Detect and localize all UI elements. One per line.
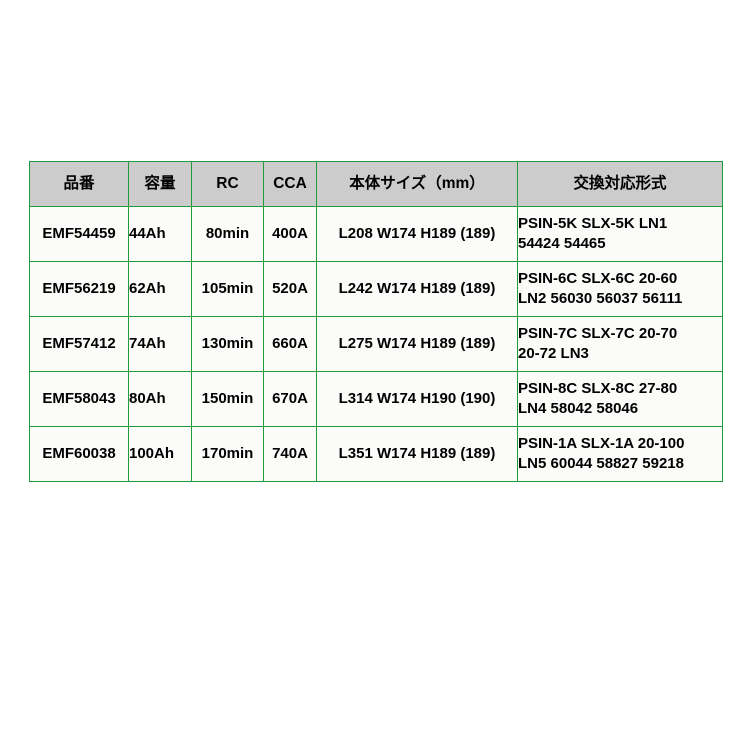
cell-rc: 105min (191, 261, 264, 317)
cell-cca: 740A (263, 426, 317, 482)
compatible-types-line-1: PSIN-8C SLX-8C 27-80 (518, 379, 678, 397)
cell-part-number: EMF54459 (29, 206, 129, 262)
cell-part-number: EMF58043 (29, 371, 129, 427)
column-header-body-size: 本体サイズ（mm） (316, 161, 518, 207)
cell-body-size: L314 W174 H190 (190) (316, 371, 518, 427)
column-header-rc: RC (191, 161, 264, 207)
cell-rc: 170min (191, 426, 264, 482)
cell-capacity: 80Ah (128, 371, 192, 427)
cell-body-size: L351 W174 H189 (189) (316, 426, 518, 482)
cell-body-size: L242 W174 H189 (189) (316, 261, 518, 317)
cell-cca: 670A (263, 371, 317, 427)
cell-cca: 400A (263, 206, 317, 262)
table-header-row: 品番 容量 RC CCA 本体サイズ（mm） 交換対応形式 (29, 161, 723, 207)
cell-body-size: L275 W174 H189 (189) (316, 316, 518, 372)
cell-capacity: 44Ah (128, 206, 192, 262)
column-header-part-number: 品番 (29, 161, 129, 207)
table-row: EMF54459 44Ah 80min 400A L208 W174 H189 … (29, 206, 723, 262)
cell-cca: 660A (263, 316, 317, 372)
column-header-cca: CCA (263, 161, 317, 207)
compatible-types-line-2: 20-72 LN3 (518, 345, 589, 362)
cell-rc: 80min (191, 206, 264, 262)
cell-compatible-types: PSIN-8C SLX-8C 27-80 LN4 58042 58046 (517, 371, 723, 427)
table-row: EMF58043 80Ah 150min 670A L314 W174 H190… (29, 371, 723, 427)
cell-compatible-types: PSIN-6C SLX-6C 20-60 LN2 56030 56037 561… (517, 261, 723, 317)
compatible-types-line-2: 54424 54465 (518, 235, 606, 252)
compatible-types-line-1: PSIN-1A SLX-1A 20-100 (518, 434, 685, 452)
column-header-compatible-types: 交換対応形式 (517, 161, 723, 207)
cell-rc: 150min (191, 371, 264, 427)
table-body: EMF54459 44Ah 80min 400A L208 W174 H189 … (29, 206, 723, 482)
table-header: 品番 容量 RC CCA 本体サイズ（mm） 交換対応形式 (29, 161, 723, 207)
compatible-types-line-2: LN4 58042 58046 (518, 400, 639, 417)
cell-rc: 130min (191, 316, 264, 372)
table-row: EMF56219 62Ah 105min 520A L242 W174 H189… (29, 261, 723, 317)
compatible-types-line-2: LN5 60044 58827 59218 (518, 455, 684, 472)
column-header-capacity: 容量 (128, 161, 192, 207)
compatible-types-line-1: PSIN-6C SLX-6C 20-60 (518, 269, 678, 287)
cell-capacity: 74Ah (128, 316, 192, 372)
table-row: EMF60038 100Ah 170min 740A L351 W174 H18… (29, 426, 723, 482)
cell-body-size: L208 W174 H189 (189) (316, 206, 518, 262)
cell-part-number: EMF56219 (29, 261, 129, 317)
cell-capacity: 100Ah (128, 426, 192, 482)
cell-cca: 520A (263, 261, 317, 317)
compatible-types-line-1: PSIN-5K SLX-5K LN1 (518, 214, 668, 232)
cell-compatible-types: PSIN-7C SLX-7C 20-70 20-72 LN3 (517, 316, 723, 372)
cell-capacity: 62Ah (128, 261, 192, 317)
compatible-types-line-1: PSIN-7C SLX-7C 20-70 (518, 324, 678, 342)
cell-compatible-types: PSIN-1A SLX-1A 20-100 LN5 60044 58827 59… (517, 426, 723, 482)
cell-part-number: EMF57412 (29, 316, 129, 372)
compatible-types-line-2: LN2 56030 56037 56111 (518, 290, 683, 307)
battery-spec-table: 品番 容量 RC CCA 本体サイズ（mm） 交換対応形式 EMF54459 4… (29, 161, 723, 482)
cell-part-number: EMF60038 (29, 426, 129, 482)
table-row: EMF57412 74Ah 130min 660A L275 W174 H189… (29, 316, 723, 372)
cell-compatible-types: PSIN-5K SLX-5K LN1 54424 54465 (517, 206, 723, 262)
